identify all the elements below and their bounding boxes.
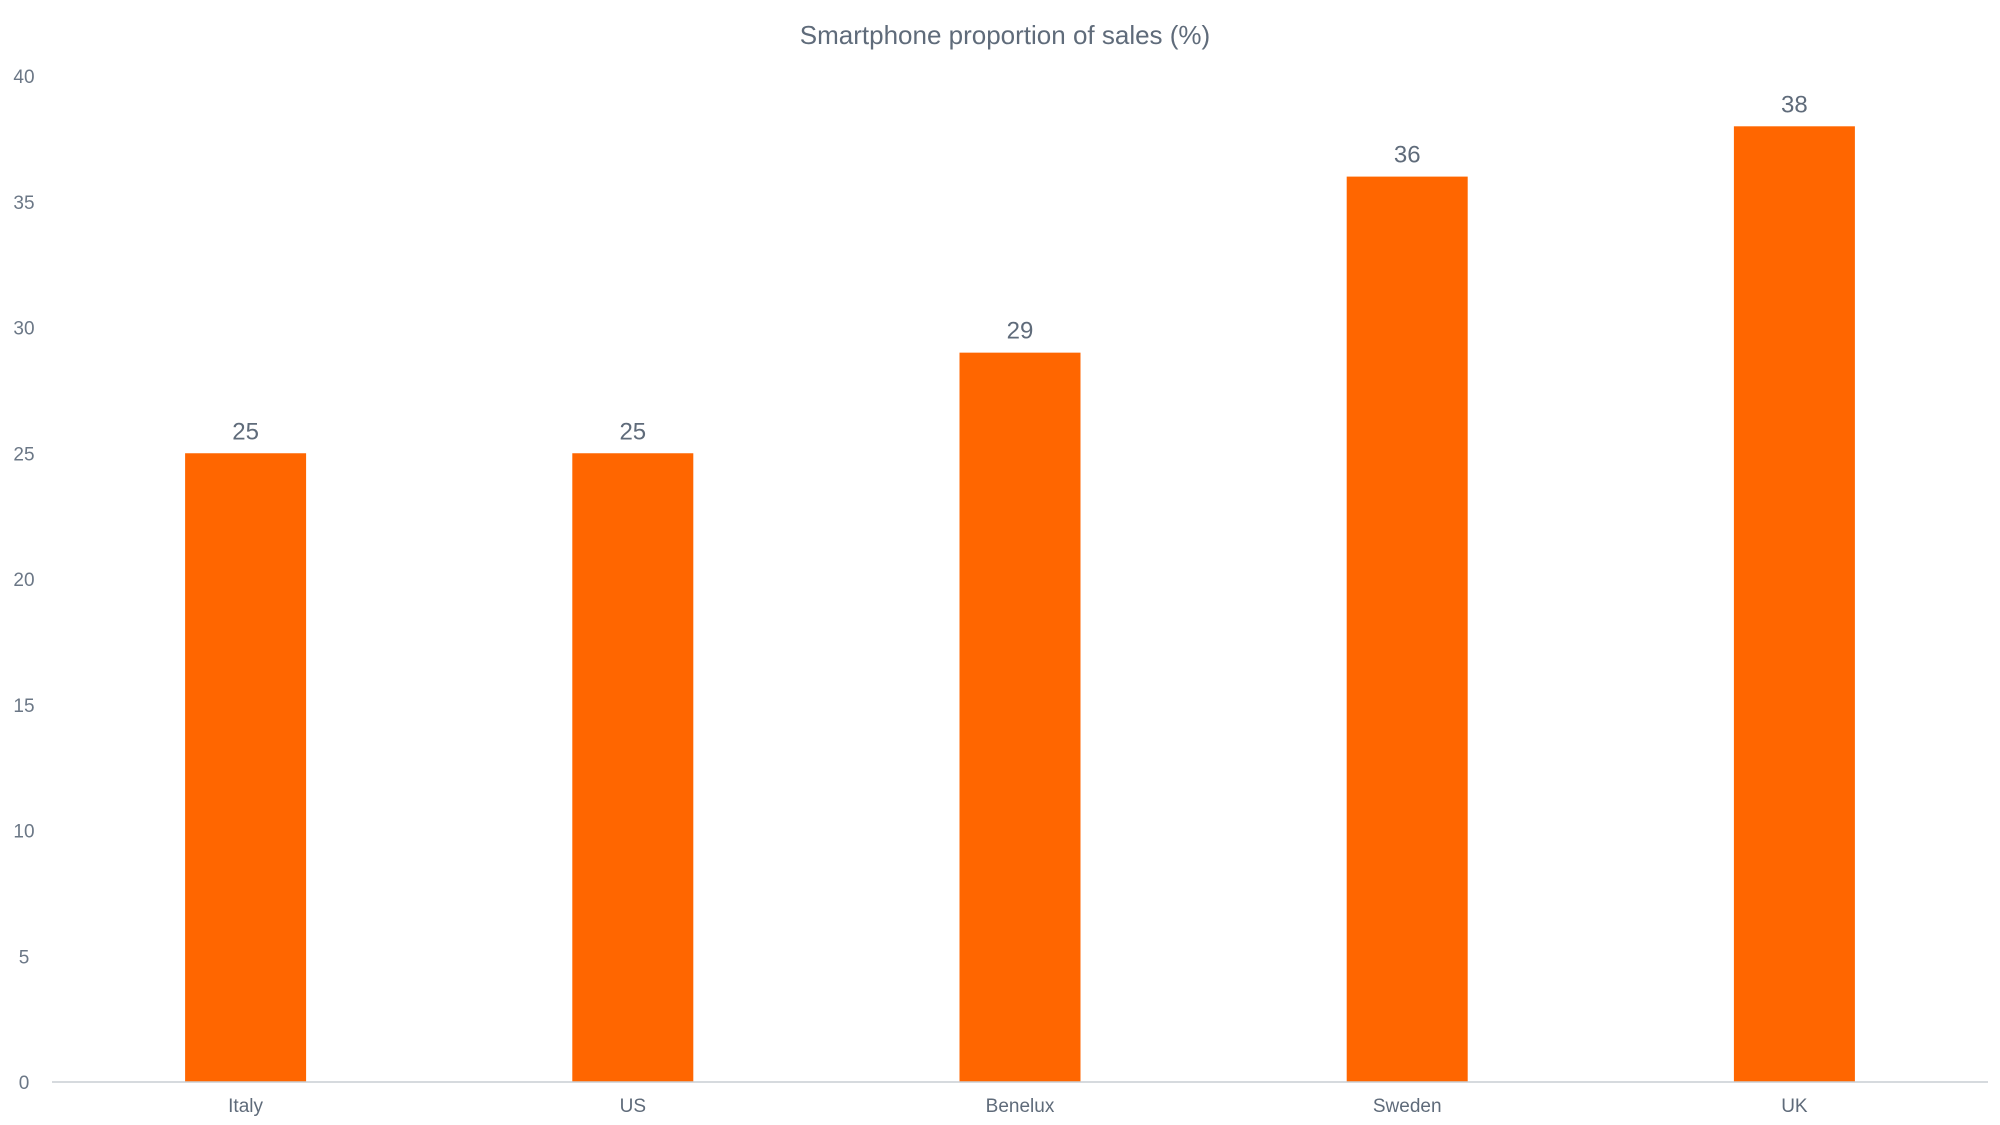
x-tick-label: Sweden — [1373, 1096, 1442, 1117]
bar-italy — [185, 453, 307, 1082]
y-axis: 0 5 10 15 20 25 30 35 40 — [13, 67, 34, 1094]
x-tick-label: Benelux — [986, 1096, 1055, 1117]
data-label: 38 — [1781, 91, 1808, 118]
bar-uk — [1733, 126, 1855, 1083]
y-tick-label: 0 — [19, 1073, 30, 1094]
bar-sweden — [1346, 176, 1468, 1083]
x-tick-label: UK — [1781, 1096, 1808, 1117]
bar-benelux — [959, 352, 1081, 1082]
y-tick-label: 35 — [13, 193, 34, 214]
y-tick-label: 40 — [13, 67, 34, 88]
y-tick-label: 30 — [13, 319, 34, 340]
y-tick-label: 5 — [19, 947, 30, 968]
y-tick-label: 25 — [13, 444, 34, 465]
data-label: 25 — [619, 418, 646, 445]
data-label: 25 — [232, 418, 259, 445]
chart-title: Smartphone proportion of sales (%) — [800, 20, 1210, 50]
y-tick-label: 10 — [13, 822, 34, 843]
x-axis: Italy US Benelux Sweden UK — [228, 1096, 1808, 1117]
bars-group — [185, 126, 1855, 1083]
y-tick-label: 15 — [13, 696, 34, 717]
x-tick-label: US — [620, 1096, 646, 1117]
y-tick-label: 20 — [13, 570, 34, 591]
bar-us — [572, 453, 694, 1082]
x-tick-label: Italy — [228, 1096, 263, 1117]
data-label: 36 — [1394, 142, 1421, 169]
data-labels-group: 25 25 29 36 38 — [232, 91, 1808, 445]
data-label: 29 — [1007, 318, 1034, 345]
